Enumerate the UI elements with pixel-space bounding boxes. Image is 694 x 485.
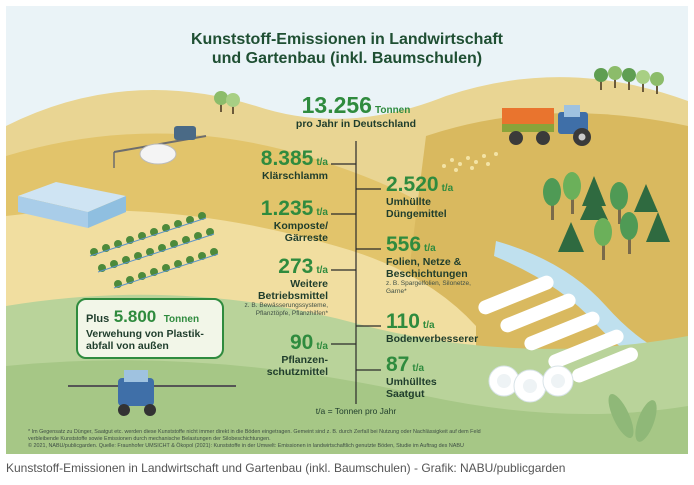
item-label: Gärreste bbox=[284, 232, 328, 244]
item-label: Beschichtungen bbox=[386, 268, 468, 280]
item-note: z. B. Bewässerungssysteme, bbox=[244, 302, 328, 309]
unit-legend: t/a = Tonnen pro Jahr bbox=[315, 406, 397, 416]
item-label: Pflanzen- bbox=[281, 354, 328, 366]
item-unit: t/a bbox=[441, 183, 454, 194]
item-label: Klärschlamm bbox=[262, 170, 328, 182]
extra-unit: Tonnen bbox=[163, 314, 200, 325]
item-unit: t/a bbox=[316, 157, 328, 168]
item-betriebsmittel: 273 t/a Weitere Betriebsmittel z. B. Bewä… bbox=[196, 256, 328, 318]
item-value: 90 bbox=[289, 331, 314, 354]
item-klaerschlamm: 8.385 t/a Klärschlamm bbox=[206, 147, 328, 183]
tractor-trailer-icon bbox=[502, 105, 591, 146]
item-duengemittel: 2.520 t/a Umhüllte Düngemittel bbox=[386, 173, 506, 221]
title-line-1: Kunststoff-Emissionen in Landwirtschaft bbox=[190, 31, 503, 48]
greenhouse-icon bbox=[18, 182, 126, 228]
item-pflanzenschutz: 90 t/a Pflanzen- schutzmittel bbox=[206, 331, 328, 379]
total-unit: Tonnen bbox=[374, 105, 411, 116]
item-label: Düngemittel bbox=[386, 208, 447, 220]
item-label: Saatgut bbox=[386, 388, 425, 400]
extra-prefix: Plus bbox=[86, 313, 110, 325]
item-label: Folien, Netze & bbox=[386, 256, 462, 268]
item-value: 273 bbox=[278, 255, 314, 278]
foil-tunnel-icon bbox=[478, 275, 638, 383]
item-value: 2.520 bbox=[386, 173, 439, 196]
item-label: Betriebsmittel bbox=[257, 290, 328, 302]
item-note: Garne* bbox=[386, 288, 407, 295]
leaf-decoration bbox=[608, 393, 657, 442]
silage-bale-icon bbox=[488, 365, 574, 403]
item-note: Pflanztöpfe, Pflanzhilfen* bbox=[255, 310, 328, 317]
item-bodenverbesserer: 110 t/a Bodenverbesserer bbox=[386, 310, 506, 346]
item-label: Umhüllte bbox=[386, 196, 431, 208]
footnote-source: © 2021, NABU/publicgarden. Quelle: Fraun… bbox=[28, 443, 464, 449]
item-value: 110 bbox=[386, 310, 420, 333]
footnote-line: * Im Gegensatz zu Dünger, Saatgut etc. w… bbox=[28, 429, 481, 435]
total-block: 13.256 Tonnen pro Jahr in Deutschland bbox=[268, 92, 444, 131]
front-meadow-dark bbox=[6, 360, 688, 454]
irrigation-machine-icon bbox=[113, 126, 207, 168]
item-value: 556 bbox=[386, 233, 422, 256]
item-label: Umhülltes bbox=[386, 376, 437, 388]
item-folien: 556 t/a Folien, Netze & Beschichtungen z.… bbox=[386, 234, 518, 296]
item-unit: t/a bbox=[424, 243, 436, 254]
item-unit: t/a bbox=[316, 207, 328, 218]
extra-value: 5.800 bbox=[113, 307, 157, 326]
item-unit: t/a bbox=[412, 363, 425, 374]
item-unit: t/a bbox=[316, 265, 328, 276]
sprayer-tractor-icon bbox=[68, 370, 236, 416]
item-label: Bodenverbesserer bbox=[386, 333, 479, 345]
item-value: 1.235 bbox=[260, 197, 314, 220]
tree-nursery-icon bbox=[543, 172, 670, 260]
connector-lines bbox=[331, 141, 381, 404]
item-saatgut: 87 t/a Umhülltes Saatgut bbox=[386, 353, 506, 401]
extra-label: abfall von außen bbox=[86, 340, 169, 352]
wind-drift-box: Plus 5.800 Tonnen Verwehung von Plastik-… bbox=[76, 298, 224, 359]
total-value: 13.256 bbox=[301, 92, 372, 118]
item-unit: t/a bbox=[422, 320, 435, 331]
item-label: Komposte/ bbox=[273, 220, 328, 232]
item-unit: t/a bbox=[316, 341, 328, 352]
item-komposte: 1.235 t/a Komposte/ Gärreste bbox=[206, 197, 328, 245]
landscape-illustration bbox=[6, 6, 688, 454]
title-line-2: und Gartenbau (inkl. Baumschulen) bbox=[211, 50, 483, 67]
footnote-line: verbleibende Kunststoffe sowie Emissione… bbox=[28, 436, 271, 442]
item-label: schutzmittel bbox=[266, 366, 328, 378]
total-label: pro Jahr in Deutschland bbox=[295, 118, 417, 130]
plant-rows-lines bbox=[89, 217, 219, 289]
item-value: 8.385 bbox=[260, 147, 314, 170]
item-value: 87 bbox=[386, 353, 410, 376]
extra-label: Verwehung von Plastik- bbox=[86, 328, 204, 340]
seed-spray-icon bbox=[442, 152, 498, 172]
item-label: Weitere bbox=[290, 278, 328, 290]
image-caption: Kunststoff-Emissionen in Landwirtschaft … bbox=[6, 461, 566, 475]
footnote: * Im Gegensatz zu Dünger, Saatgut etc. w… bbox=[28, 429, 678, 450]
infographic: Kunststoff-Emissionen in Landwirtschaft … bbox=[6, 6, 688, 454]
tree-icons bbox=[214, 66, 664, 114]
infographic-title: Kunststoff-Emissionen in Landwirtschaft … bbox=[6, 30, 688, 68]
item-note: z. B. Spargelfolien, Silonetze, bbox=[386, 280, 471, 287]
